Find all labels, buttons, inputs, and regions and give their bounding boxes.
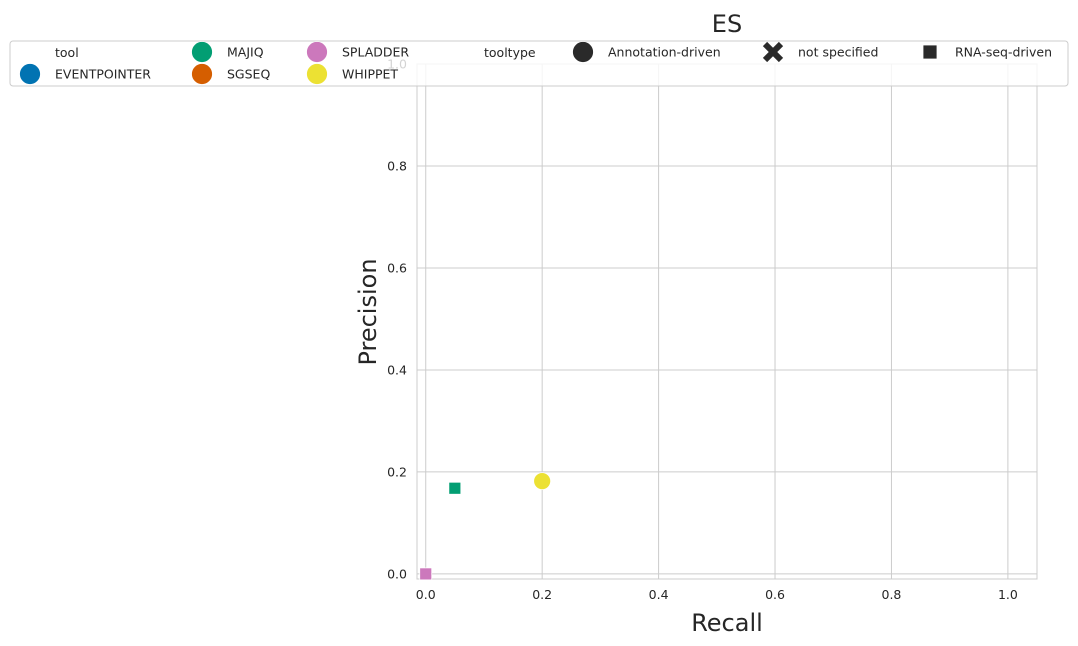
data-point-whippet: [533, 472, 552, 490]
x-tick-label: 0.4: [649, 587, 669, 602]
x-tick-label: 0.6: [765, 587, 785, 602]
y-axis-title: Precision: [354, 258, 382, 365]
y-tick-label: 0.4: [387, 362, 407, 377]
data-points: [419, 472, 552, 581]
x-tick-label: 0.0: [416, 587, 436, 602]
legend-marker-annotation-driven: [572, 41, 594, 63]
x-tick-label: 0.8: [882, 587, 902, 602]
legend: tool tooltype EVENTPOINTER MAJIQ SGSEQ SPLA…: [9, 40, 1069, 87]
x-tick-label: 0.2: [532, 587, 552, 602]
x-tick-labels: 0.0 0.2 0.4 0.6 0.8 1.0: [416, 587, 1018, 602]
chart-title: ES: [712, 10, 742, 38]
legend-marker-eventpointer: [19, 63, 41, 85]
legend-label-whippet: WHIPPET: [342, 67, 398, 82]
legend-label-annotation-driven: Annotation-driven: [608, 45, 721, 60]
legend-marker-not-specified-stroke-b: [762, 41, 784, 63]
legend-style-title: tooltype: [484, 45, 536, 60]
data-point-spladder: [419, 567, 433, 581]
data-point-majiq: [448, 481, 462, 495]
legend-label-spladder: SPLADDER: [342, 45, 409, 60]
legend-label-not-specified: not specified: [798, 45, 878, 60]
y-tick-label: 0.2: [387, 464, 407, 479]
legend-label-rna-seq-driven: RNA-seq-driven: [955, 45, 1052, 60]
legend-marker-sgseq: [191, 63, 213, 85]
plot-area: [417, 64, 1037, 579]
legend-label-sgseq: SGSEQ: [227, 67, 270, 82]
legend-hue-title: tool: [55, 45, 79, 60]
legend-tooltype-entries: Annotation-driven not specified RNA-seq-dr…: [572, 41, 1052, 63]
legend-box: [9, 40, 1069, 87]
legend-label-majiq: MAJIQ: [227, 45, 264, 60]
y-tick-label: 0.6: [387, 260, 407, 275]
legend-marker-whippet: [306, 63, 328, 85]
y-tick-label: 0.0: [387, 566, 407, 581]
legend-marker-not-specified: [762, 41, 784, 63]
x-axis-title: Recall: [691, 609, 763, 637]
legend-marker-spladder: [306, 41, 328, 63]
legend-marker-majiq: [191, 41, 213, 63]
legend-label-eventpointer: EVENTPOINTER: [55, 67, 151, 82]
legend-tool-entries: EVENTPOINTER MAJIQ SGSEQ SPLADDER WHIPPET: [19, 41, 409, 85]
legend-marker-rna-seq-driven: [922, 44, 938, 60]
x-tick-label: 1.0: [998, 587, 1018, 602]
y-tick-label: 0.8: [387, 158, 407, 173]
y-tick-labels: 0.00.20.40.60.81.0: [387, 57, 407, 582]
